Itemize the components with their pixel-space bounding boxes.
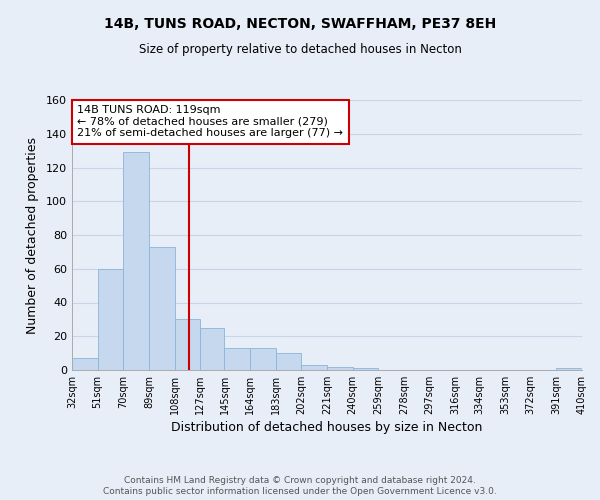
Text: Size of property relative to detached houses in Necton: Size of property relative to detached ho… (139, 42, 461, 56)
Bar (98, 269, 123, 370)
Bar (250, 348, 276, 370)
Text: 14B TUNS ROAD: 119sqm
← 78% of detached houses are smaller (279)
21% of semi-det: 14B TUNS ROAD: 119sqm ← 78% of detached … (77, 105, 343, 138)
Bar (353, 368, 378, 370)
Bar (200, 328, 224, 370)
X-axis label: Distribution of detached houses by size in Necton: Distribution of detached houses by size … (172, 421, 482, 434)
Bar (123, 152, 149, 370)
Text: 14B, TUNS ROAD, NECTON, SWAFFHAM, PE37 8EH: 14B, TUNS ROAD, NECTON, SWAFFHAM, PE37 8… (104, 18, 496, 32)
Bar (72, 358, 98, 370)
Bar (276, 353, 301, 370)
Bar (301, 365, 327, 370)
Y-axis label: Number of detached properties: Number of detached properties (26, 136, 39, 334)
Bar (224, 348, 250, 370)
Bar (556, 368, 582, 370)
Bar (327, 366, 353, 370)
Bar (149, 247, 175, 370)
Bar (175, 320, 200, 370)
Text: Contains HM Land Registry data © Crown copyright and database right 2024.: Contains HM Land Registry data © Crown c… (124, 476, 476, 485)
Text: Contains public sector information licensed under the Open Government Licence v3: Contains public sector information licen… (103, 488, 497, 496)
